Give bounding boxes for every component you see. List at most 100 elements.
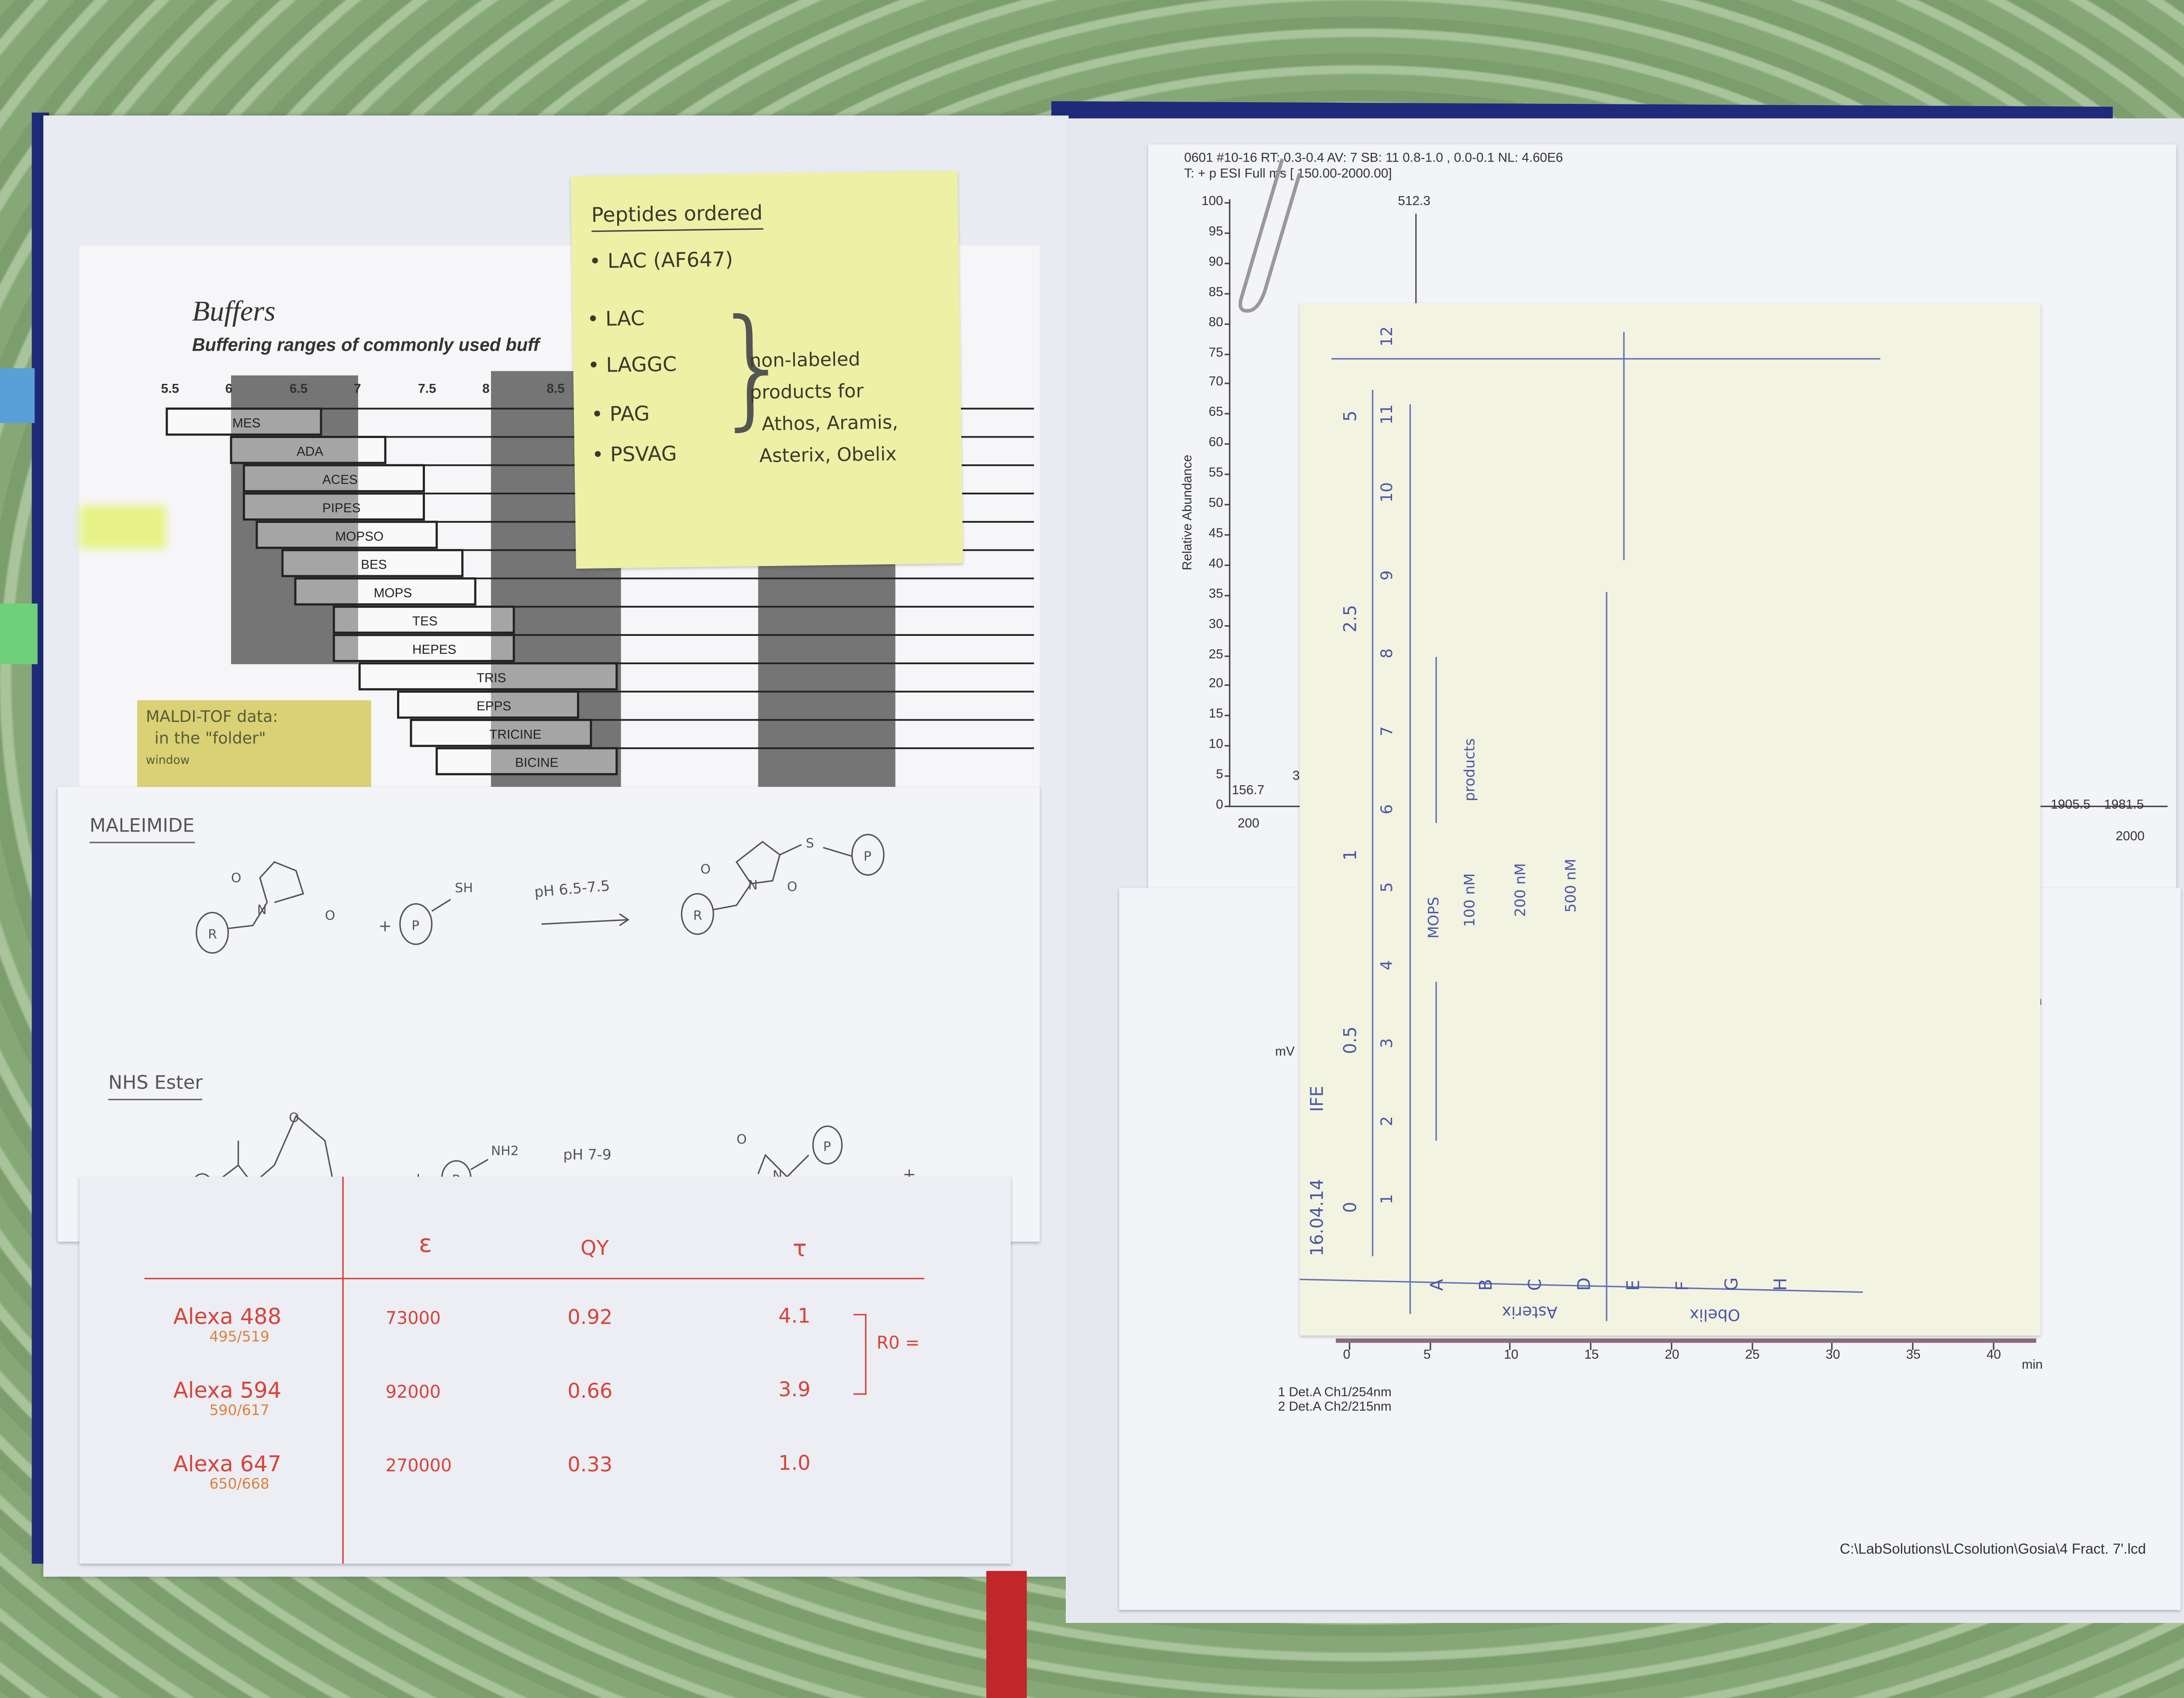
tick-mark bbox=[1510, 1343, 1511, 1350]
chrom-x-tick: 0 bbox=[1343, 1347, 1351, 1362]
nhs-bonds bbox=[213, 1115, 809, 1185]
dye-qy: 0.33 bbox=[567, 1454, 613, 1477]
group-label: Asterix bbox=[1502, 1302, 1558, 1322]
peak-label: 1905.5 bbox=[2050, 797, 2091, 812]
conc-value: 1 bbox=[1340, 849, 1361, 861]
r-group-circle bbox=[195, 911, 229, 954]
chrom-x-tick: 15 bbox=[1584, 1347, 1599, 1362]
row-letter: B bbox=[1476, 1279, 1496, 1291]
buffer-range-bar bbox=[230, 435, 387, 464]
peptide-item: • PSVAG bbox=[591, 443, 677, 468]
buffer-label: MES bbox=[232, 416, 260, 431]
buffer-label: PIPES bbox=[322, 501, 361, 515]
sticky-title: Peptides ordered bbox=[591, 202, 763, 232]
dye-wavelengths: 495/519 bbox=[209, 1329, 270, 1346]
arrow-down bbox=[1435, 982, 1437, 1141]
dye-name: Alexa 594 bbox=[173, 1377, 282, 1404]
maleimide-bonds bbox=[228, 861, 630, 929]
paperclip[interactable] bbox=[1225, 152, 1311, 318]
ms-y-tick: 45 bbox=[1209, 525, 1223, 540]
header-tau: τ bbox=[793, 1234, 807, 1262]
ink-line bbox=[1409, 404, 1411, 1314]
tick-mark bbox=[1224, 625, 1229, 626]
atom-p: P bbox=[864, 849, 871, 864]
row-letter: C bbox=[1525, 1278, 1545, 1291]
ms-y-tick: 15 bbox=[1209, 706, 1223, 721]
note-line: non-labeled bbox=[749, 349, 860, 373]
peak-label: 512.3 bbox=[1398, 193, 1431, 208]
peptide-item: • LAGGC bbox=[587, 353, 677, 378]
chrom-x-tick: 5 bbox=[1423, 1347, 1431, 1362]
tick-mark bbox=[1348, 1343, 1351, 1350]
ms-y-tick: 100 bbox=[1201, 193, 1223, 208]
buffer-range-bar bbox=[435, 747, 618, 776]
chrom-ylabel: mV bbox=[1275, 1044, 1295, 1059]
column-number: 3 bbox=[1378, 1038, 1397, 1049]
p-group-circle bbox=[399, 903, 433, 945]
ink-line bbox=[1331, 358, 1880, 360]
peptide-item: • PAG bbox=[591, 403, 650, 427]
conc-value: 5 bbox=[1340, 411, 1361, 422]
maldi-line: MALDI-TOF data: bbox=[145, 707, 278, 726]
ms-x-tick: 200 bbox=[1237, 815, 1260, 831]
chrom-x-tick: 40 bbox=[1986, 1347, 2001, 1362]
tick-mark bbox=[1992, 1343, 1994, 1350]
buffer-label: MOPS bbox=[374, 586, 412, 600]
column-number: 10 bbox=[1378, 482, 1397, 503]
atom-o: O bbox=[325, 908, 335, 923]
tick-mark bbox=[1224, 353, 1229, 355]
tick-mark bbox=[1224, 262, 1229, 264]
buffer-range-bar bbox=[332, 634, 515, 663]
ms-y-tick: 85 bbox=[1209, 284, 1223, 299]
dye-wavelengths: 650/668 bbox=[209, 1477, 270, 1493]
peak-label: 1981.5 bbox=[2104, 797, 2144, 812]
chrom-x-tick: 30 bbox=[1825, 1347, 1840, 1362]
tick-mark bbox=[1224, 323, 1229, 324]
ph-tick-label: 8.5 bbox=[546, 381, 564, 396]
atom-n: N bbox=[748, 878, 758, 893]
ms-y-tick: 75 bbox=[1209, 344, 1223, 359]
atom-o: O bbox=[289, 1110, 299, 1125]
peptide-label: LAC bbox=[605, 307, 645, 331]
ms-y-tick: 70 bbox=[1209, 374, 1223, 389]
buffer-range-bar bbox=[242, 464, 425, 493]
column-number: 2 bbox=[1378, 1116, 1397, 1126]
buffer-label: ADA bbox=[297, 444, 323, 459]
bracket-note: non-labeled products for Athos, Aramis, … bbox=[749, 345, 899, 474]
nhs-ph: pH 7-9 bbox=[563, 1148, 612, 1164]
dye-name: Alexa 488 bbox=[173, 1304, 282, 1330]
highlighter-mark bbox=[79, 505, 166, 549]
p-group-circle bbox=[851, 834, 885, 876]
column-number: 7 bbox=[1378, 726, 1397, 737]
column-number: 4 bbox=[1378, 960, 1397, 970]
tick-mark bbox=[1224, 443, 1229, 445]
row-letter: E bbox=[1623, 1280, 1644, 1291]
atom-p: P bbox=[823, 1139, 831, 1154]
ms-y-tick: 30 bbox=[1209, 616, 1223, 631]
buffer-label: TRIS bbox=[477, 671, 506, 685]
dye-qy: 0.92 bbox=[567, 1307, 613, 1330]
index-tab-green[interactable] bbox=[0, 603, 38, 664]
ms-y-axis bbox=[1229, 199, 1230, 806]
note-line: products for bbox=[750, 381, 864, 405]
ph-tick-label: 6.5 bbox=[290, 381, 308, 396]
maldi-sticky-note: MALDI-TOF data: in the "folder" window bbox=[137, 700, 371, 799]
conc-value: 0.5 bbox=[1340, 1026, 1361, 1054]
buffer-label: ACES bbox=[322, 473, 358, 487]
legend-entry: 2 Det.A Ch2/215nm bbox=[1278, 1399, 1392, 1414]
ms-header-line1: 0601 #10-16 RT: 0.3-0.4 AV: 7 SB: 11 0.8… bbox=[1184, 150, 1563, 165]
tick-mark bbox=[1429, 1343, 1431, 1350]
ms-y-tick: 55 bbox=[1209, 465, 1223, 480]
nhs-title: NHS Ester bbox=[108, 1073, 203, 1101]
ms-y-tick: 25 bbox=[1209, 646, 1223, 661]
atom-o: O bbox=[736, 1132, 746, 1147]
r-group-circle bbox=[681, 893, 714, 935]
bookmark-ribbon[interactable] bbox=[986, 1571, 1027, 1698]
tick-mark bbox=[1224, 202, 1229, 204]
index-tab-blue[interactable] bbox=[0, 368, 35, 423]
peptide-label: LAGGC bbox=[606, 353, 677, 378]
ph-tick-label: 5.5 bbox=[161, 381, 179, 396]
r0-label: R0 = bbox=[876, 1332, 920, 1353]
column-number: 12 bbox=[1378, 326, 1397, 347]
plus-sign: + bbox=[378, 917, 392, 936]
